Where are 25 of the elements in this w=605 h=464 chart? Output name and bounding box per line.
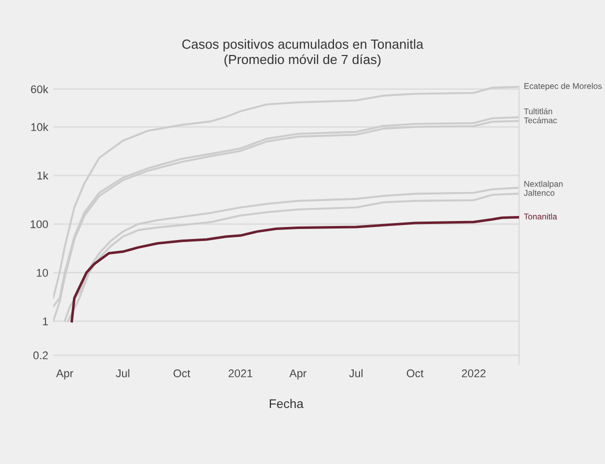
x-tick-label: Apr — [289, 370, 306, 380]
y-tick-label: 1k — [37, 171, 48, 180]
y-tick-label: 100 — [30, 220, 48, 228]
series-label: Ecatepec de Morelos — [524, 82, 602, 91]
series-label: Tultitlán — [524, 108, 552, 114]
series-label: Jaltenco — [524, 190, 554, 196]
chart-subtitle: (Promedio móvil de 7 días) — [224, 54, 381, 67]
series-label: Tonanitla — [524, 213, 558, 220]
line-series — [70, 216, 520, 322]
y-tick-label: 10 — [36, 268, 48, 277]
x-tick-label: Oct — [406, 369, 424, 378]
y-tick-label: 10k — [31, 122, 48, 132]
x-tick-label: Oct — [174, 369, 190, 378]
y-tick-label: 1 — [43, 318, 48, 326]
x-axis-title: Fecha — [270, 398, 304, 408]
y-tick-label: 0.2 — [33, 351, 48, 360]
series-label: Tecámac — [524, 117, 557, 124]
x-tick-label: 2022 — [462, 369, 486, 378]
x-tick-label: 2021 — [228, 369, 252, 378]
y-tick-label: 60k — [31, 85, 48, 94]
chart-title: Casos positivos acumulados en Tonanitla — [182, 39, 424, 52]
x-tick-label: Apr — [56, 370, 74, 380]
x-tick-label: Jul — [349, 369, 362, 378]
series-label: Nextlalpan — [524, 180, 563, 189]
x-tick-label: Jul — [116, 369, 130, 378]
